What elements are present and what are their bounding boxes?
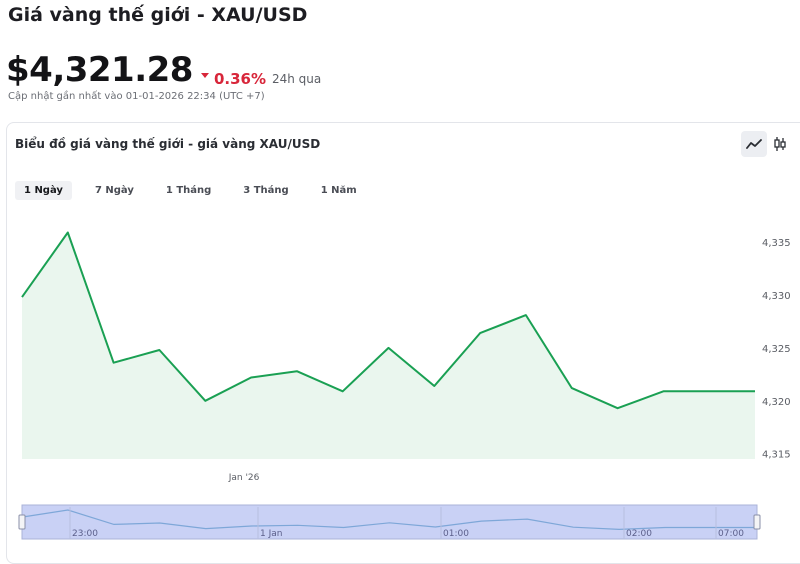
navigator-tick-label: 02:00 [626, 529, 652, 539]
area-fill [22, 233, 755, 460]
y-tick-label: 4,325 [762, 344, 791, 355]
x-axis: Jan '26 [228, 473, 260, 483]
navigator-tick-label: 01:00 [443, 529, 469, 539]
range-navigator[interactable]: 23:00 1 Jan 01:00 02:00 07:00 [19, 505, 760, 539]
price-chart: 4,315 4,320 4,325 4,330 4,335 Jan '26 23:00 1… [0, 0, 800, 545]
navigator-handle-right[interactable] [754, 515, 760, 529]
navigator-tick-label: 07:00 [718, 529, 744, 539]
y-tick-label: 4,330 [762, 291, 791, 302]
y-tick-label: 4,315 [762, 450, 791, 461]
y-tick-label: 4,320 [762, 397, 791, 408]
x-tick-label: Jan '26 [228, 473, 260, 483]
navigator-tick-label: 23:00 [72, 529, 98, 539]
y-axis: 4,315 4,320 4,325 4,330 4,335 [762, 238, 791, 461]
navigator-handle-left[interactable] [19, 515, 25, 529]
navigator-tick-label: 1 Jan [260, 529, 282, 539]
plot-area [22, 233, 755, 460]
y-tick-label: 4,335 [762, 238, 791, 249]
